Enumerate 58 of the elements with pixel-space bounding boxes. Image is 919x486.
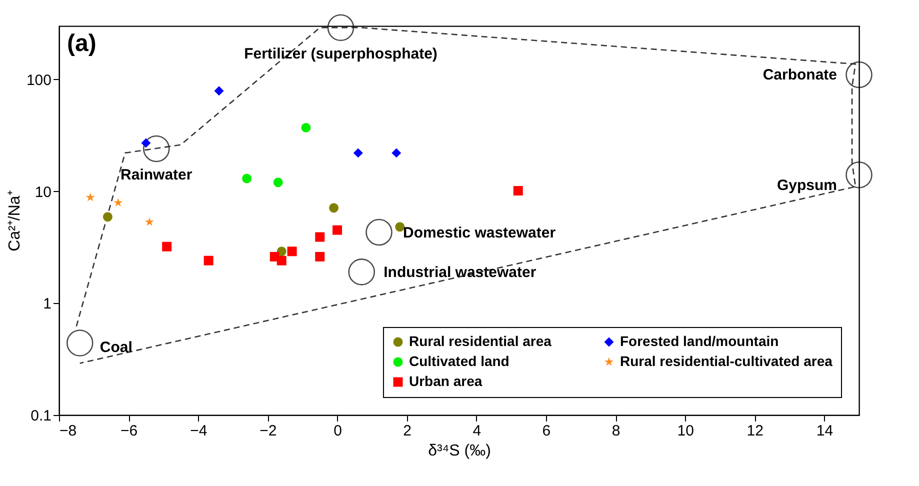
point [332, 225, 342, 235]
legend-label: Rural residential-cultivated area [620, 353, 833, 369]
point [395, 222, 405, 232]
point [102, 212, 112, 222]
point [329, 203, 339, 213]
x-tick-label: −2 [260, 422, 277, 440]
annotation: Fertilizer (superphosphate) [244, 46, 438, 63]
point [353, 148, 363, 158]
annotation: Coal [100, 339, 132, 356]
x-tick-label: 8 [612, 422, 620, 440]
point [114, 198, 123, 207]
point [348, 258, 376, 286]
point [162, 242, 172, 252]
y-axis-title: Ca²⁺/Na⁺ [6, 190, 24, 252]
point [276, 256, 286, 266]
x-tick-label: −8 [60, 422, 77, 440]
point [242, 174, 252, 184]
legend-label: Urban area [409, 373, 482, 389]
annotation: (a) [67, 30, 96, 57]
legend-label: Rural residential area [409, 333, 552, 349]
annotation: Carbonate [762, 66, 837, 84]
x-tick-label: 10 [677, 422, 694, 440]
point [327, 14, 354, 42]
legend-label: Forested land/mountain [620, 333, 779, 349]
annotation: Rainwater [120, 166, 192, 184]
point [144, 217, 154, 226]
point [273, 178, 283, 188]
point [214, 86, 224, 96]
point [86, 192, 95, 202]
y-tick-label: 100 [26, 72, 52, 89]
annotation: Gypsum [776, 176, 837, 194]
point [287, 246, 297, 256]
point [66, 330, 94, 356]
point [846, 61, 872, 88]
y-tick-label: 10 [34, 184, 52, 201]
point [142, 135, 170, 162]
point [315, 252, 325, 262]
y-tick-label: 1 [43, 296, 52, 313]
point [366, 218, 392, 246]
x-tick-label: −4 [190, 422, 208, 440]
point [141, 138, 151, 148]
x-tick-label: 4 [472, 422, 482, 440]
point [392, 148, 402, 158]
point [301, 122, 311, 132]
annotation: Domestic wastewater [403, 224, 556, 242]
point [315, 232, 325, 242]
x-tick-label: 2 [403, 422, 412, 440]
legend-label: Cultivated land [409, 353, 510, 369]
point [513, 186, 523, 196]
y-tick-label: 0.1 [30, 408, 52, 424]
point [204, 256, 214, 266]
x-tick-label: 12 [746, 422, 764, 440]
x-tick-label: −6 [120, 422, 138, 440]
x-tick-label: 6 [542, 422, 551, 440]
x-tick-label: 14 [816, 422, 834, 440]
point [846, 162, 872, 188]
x-axis-title: δ³⁴S (‰) [428, 442, 491, 460]
x-tick-label: 0 [334, 422, 342, 440]
